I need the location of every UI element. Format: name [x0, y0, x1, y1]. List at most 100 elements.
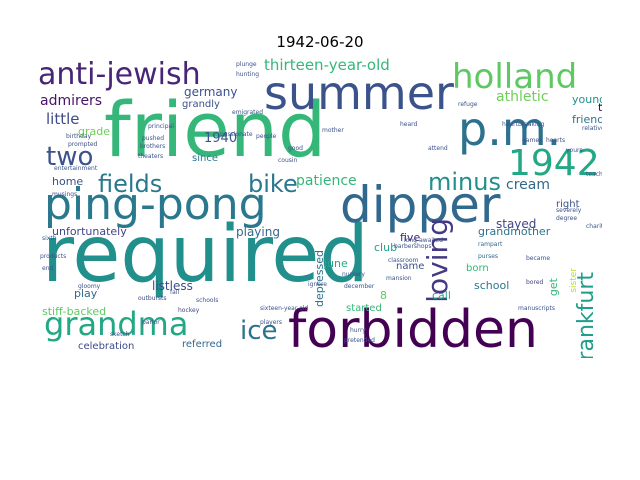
word-prompted: prompted	[68, 141, 98, 148]
word-home: home	[52, 175, 84, 188]
word-entertainment: entertainment	[54, 165, 98, 172]
word-athletic: athletic	[496, 89, 549, 105]
word-stayed: stayed	[496, 217, 537, 231]
word-1942: 1942	[508, 143, 600, 184]
word-classroom: classroom	[388, 257, 419, 264]
word-heartbreaking: heartbreaking	[502, 121, 545, 128]
word-severely: severely	[556, 207, 582, 214]
word-became: became	[526, 255, 551, 262]
word-people: people	[256, 133, 277, 140]
word-degree: degree	[556, 215, 578, 222]
word-musings: musings	[52, 191, 78, 198]
word-call: call	[432, 289, 451, 302]
word-grandma: grandma	[44, 305, 189, 343]
word-thirteen-year-old: thirteen-year-old	[264, 58, 390, 74]
word-play: play	[74, 287, 98, 300]
word-pretended: pretended	[344, 337, 375, 344]
word-listless: listless	[152, 279, 193, 293]
word-principal: principal	[148, 123, 174, 130]
word-dipper: dipper	[340, 176, 501, 234]
word-celebration: celebration	[78, 341, 135, 352]
word-1940: 1940	[204, 131, 238, 146]
word-end: end	[42, 265, 54, 272]
word-barbershops: barbershops	[394, 243, 432, 250]
word-friends: friends	[572, 113, 602, 126]
word-club: club	[374, 241, 398, 254]
word-grade: grade	[78, 125, 110, 138]
word-charity: charity	[586, 223, 602, 230]
word-yours: yours	[566, 147, 583, 154]
word-rampart: rampart	[478, 241, 503, 248]
word-long-awaited: long-awaited	[404, 237, 443, 244]
word-sketch: sketch	[110, 331, 130, 338]
word-gloomy: gloomy	[78, 283, 101, 290]
word-five: five	[400, 231, 421, 244]
word-summer: summer	[264, 66, 454, 120]
word-frankfurt: frankfurt	[574, 272, 599, 358]
word-mansion: mansion	[386, 275, 412, 282]
word-grandly: grandly	[182, 99, 220, 110]
word-hurry: hurry	[350, 327, 366, 334]
word-outbursts: outbursts	[138, 295, 167, 302]
word-sixth: sixth	[42, 235, 57, 242]
word-ping-pong: ping-pong	[44, 179, 267, 230]
word-games: games	[522, 137, 543, 144]
word-playing: playing	[236, 225, 280, 239]
word-born: born	[466, 263, 489, 274]
word-june: june	[324, 257, 348, 270]
word-two: two	[46, 142, 94, 172]
word-nursery: nursery	[342, 271, 365, 278]
word-forbidden: forbidden	[288, 300, 538, 358]
word-friend: friend	[104, 85, 327, 174]
word-since: since	[192, 153, 218, 164]
word-relatives: relatives	[582, 125, 602, 132]
word-8: 8	[380, 289, 387, 302]
word-sixteen-year-old: sixteen-year-old	[260, 305, 309, 312]
word-depressed: depressed	[313, 250, 326, 307]
word-pm: p.m.	[458, 102, 562, 156]
word-december: december	[344, 283, 375, 290]
word-required: required	[42, 210, 369, 300]
word-stiff-backed: stiff-backed	[42, 305, 107, 318]
word-started: started	[346, 303, 382, 314]
word-bored: bored	[526, 279, 544, 286]
word-ignore: ignore	[308, 281, 327, 288]
word-schools: schools	[196, 297, 219, 304]
word-good: good	[288, 145, 303, 152]
word-minus: minus	[428, 168, 501, 196]
word-mother: mother	[322, 127, 344, 134]
word-bike: bike	[248, 170, 298, 198]
word-right: right	[556, 199, 580, 210]
word-hunting: hunting	[236, 71, 260, 78]
word-grandmother: grandmother	[478, 225, 551, 238]
word-hearts: hearts	[546, 137, 566, 144]
word-name: name	[396, 261, 425, 272]
word-hockey: hockey	[178, 307, 200, 314]
word-emigrated: emigrated	[232, 109, 264, 116]
word-get: get	[547, 278, 560, 297]
word-fall: fall	[170, 289, 180, 296]
word-brothers: brothers	[140, 143, 166, 150]
word-players: players	[260, 319, 282, 326]
word-teachers: teachers	[586, 171, 602, 178]
word-admirers: admirers	[40, 93, 103, 109]
word-parlor: parlor	[142, 319, 160, 326]
word-refuge: refuge	[458, 101, 478, 108]
word-anti-jewish: anti-jewish	[38, 58, 201, 92]
chart-title: 1942-06-20	[276, 33, 364, 51]
word-theaters: theaters	[138, 153, 164, 160]
word-patience: patience	[296, 173, 357, 189]
word-fields: fields	[98, 170, 163, 198]
word-products: products	[40, 253, 67, 260]
word-cream: cream	[506, 177, 550, 193]
word-heard: heard	[400, 121, 418, 128]
word-school: school	[474, 279, 510, 292]
word-holland: holland	[452, 58, 578, 97]
word-attend: attend	[428, 145, 448, 152]
word-manuscripts: manuscripts	[518, 305, 555, 312]
word-birthday: birthday	[66, 133, 92, 140]
word-passionate: passionate	[220, 131, 253, 138]
word-purses: purses	[478, 253, 499, 260]
word-cousin: cousin	[278, 157, 298, 164]
